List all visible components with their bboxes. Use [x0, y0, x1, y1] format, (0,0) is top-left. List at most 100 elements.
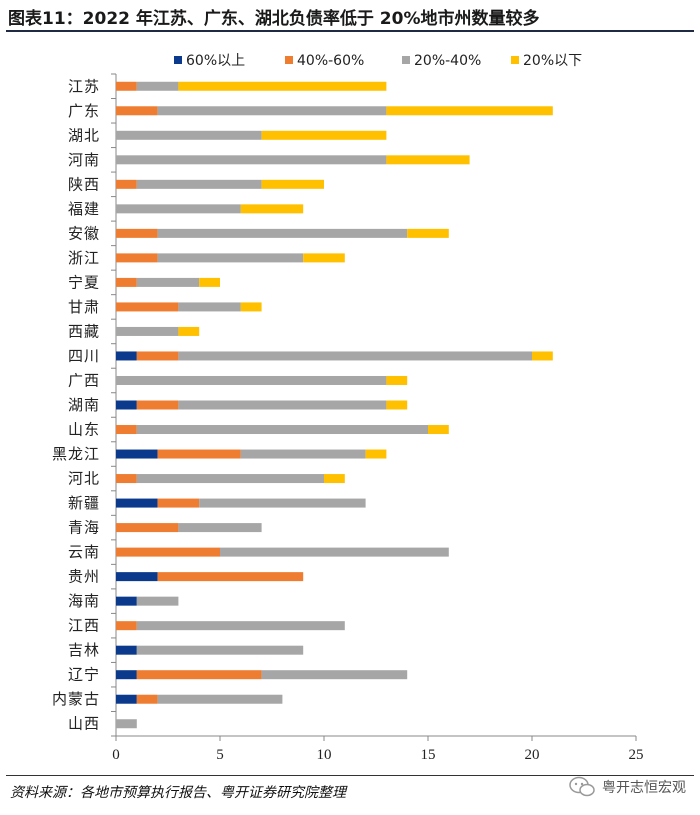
y-tick-label: 陕西	[68, 175, 100, 193]
bar-segment	[157, 498, 200, 508]
legend-swatch	[511, 56, 519, 64]
y-tick-label: 湖北	[68, 126, 100, 144]
bar-segment	[386, 106, 553, 116]
bar-segment	[136, 596, 179, 606]
source-note: 资料来源：各地市预算执行报告、粤开证券研究院整理	[10, 785, 346, 801]
legend-label: 20%以下	[523, 53, 582, 69]
bar-segment	[116, 130, 262, 140]
bar-segment	[240, 302, 262, 312]
bar-segment	[220, 547, 449, 557]
legend-swatch	[174, 56, 182, 64]
bar-segment	[116, 351, 137, 361]
bar-segment	[261, 179, 324, 189]
watermark-text: 粤开志恒宏观	[602, 780, 686, 796]
x-tick-label: 10	[317, 747, 332, 763]
bar-segment	[116, 449, 158, 459]
bar-segment	[136, 694, 158, 704]
bar-segment	[136, 425, 429, 435]
bar-segment	[178, 302, 241, 312]
footer-divider	[6, 775, 694, 776]
bar-segment	[157, 228, 408, 238]
bar-segment	[303, 253, 345, 263]
bar-segment	[365, 449, 387, 459]
x-tick-label: 15	[421, 747, 436, 763]
y-tick-label: 山西	[68, 715, 100, 733]
stacked-bar-chart: 60%以上 40%-60% 20%-40% 20%以下江苏广东湖北河南陕西福建安徽浙江…	[52, 53, 644, 763]
y-tick-label: 甘肃	[68, 298, 100, 316]
bar-segment	[386, 155, 470, 165]
y-tick-label: 福建	[68, 200, 100, 218]
bar-segment	[261, 670, 408, 680]
bar-segment	[178, 523, 262, 533]
bar-segment	[116, 621, 137, 631]
bar-segment	[116, 302, 179, 312]
y-tick-label: 广东	[68, 102, 100, 120]
bar-segment	[116, 277, 137, 287]
bar-segment	[199, 277, 220, 287]
y-tick-label: 云南	[68, 543, 100, 561]
y-tick-label: 山东	[68, 421, 100, 439]
y-tick-label: 新疆	[68, 494, 100, 512]
y-tick-label: 贵州	[68, 568, 100, 586]
y-tick-label: 江苏	[68, 77, 100, 95]
y-tick-label: 湖南	[68, 396, 100, 414]
x-tick-label: 5	[216, 747, 224, 763]
bar-segment	[240, 204, 304, 214]
bar-segment	[199, 498, 366, 508]
chart-title: 图表11：2022 年江苏、广东、湖北负债率低于 20%地市州数量较多	[8, 9, 540, 29]
wechat-watermark: 粤开志恒宏观	[568, 776, 686, 798]
y-tick-label: 浙江	[68, 249, 100, 267]
y-tick-label: 宁夏	[68, 273, 100, 291]
bar-segment	[116, 719, 137, 729]
bar-segment	[116, 179, 137, 189]
y-tick-label: 河南	[68, 151, 100, 169]
bar-segment	[136, 81, 179, 91]
bar-segment	[116, 645, 137, 655]
bar-segment	[116, 106, 158, 116]
legend-swatch	[285, 56, 293, 64]
y-tick-label: 河北	[68, 470, 100, 488]
bar-segment	[240, 449, 366, 459]
y-tick-label: 四川	[68, 347, 100, 365]
bar-segment	[136, 400, 179, 410]
bar-segment	[407, 228, 449, 238]
bar-segment	[178, 326, 200, 336]
bar-segment	[116, 474, 137, 484]
bar-segment	[116, 155, 387, 165]
bar-segment	[386, 400, 408, 410]
y-tick-label: 安徽	[68, 224, 100, 242]
bar-segment	[136, 670, 262, 680]
bar-segment	[532, 351, 553, 361]
bar-segment	[136, 645, 304, 655]
bar-segment	[136, 351, 179, 361]
legend-label: 40%-60%	[297, 53, 364, 69]
bar-segment	[261, 130, 387, 140]
bar-segment	[116, 228, 158, 238]
bar-segment	[116, 81, 137, 91]
x-tick-label: 20	[525, 747, 540, 763]
bar-segment	[116, 375, 387, 385]
legend-swatch	[402, 56, 410, 64]
y-tick-label: 吉林	[68, 641, 100, 659]
x-tick-label: 25	[629, 747, 644, 763]
bar-segment	[136, 179, 262, 189]
bar-segment	[116, 596, 137, 606]
bar-segment	[428, 425, 449, 435]
title-bar: 图表11：2022 年江苏、广东、湖北负债率低于 20%地市州数量较多	[0, 0, 700, 34]
legend-label: 60%以上	[186, 53, 245, 69]
bar-segment	[116, 498, 158, 508]
bar-segment	[324, 474, 345, 484]
bar-segment	[116, 694, 137, 704]
y-tick-label: 海南	[68, 592, 100, 610]
y-tick-label: 西藏	[68, 322, 100, 340]
bar-segment	[157, 106, 387, 116]
bar-segment	[116, 425, 137, 435]
wechat-icon	[569, 776, 595, 797]
y-tick-label: 辽宁	[68, 666, 100, 684]
bar-segment	[157, 572, 304, 582]
bar-segment	[157, 449, 241, 459]
bar-segment	[116, 670, 137, 680]
y-tick-label: 江西	[68, 617, 100, 635]
y-tick-label: 内蒙古	[52, 690, 100, 708]
bar-segment	[116, 523, 179, 533]
